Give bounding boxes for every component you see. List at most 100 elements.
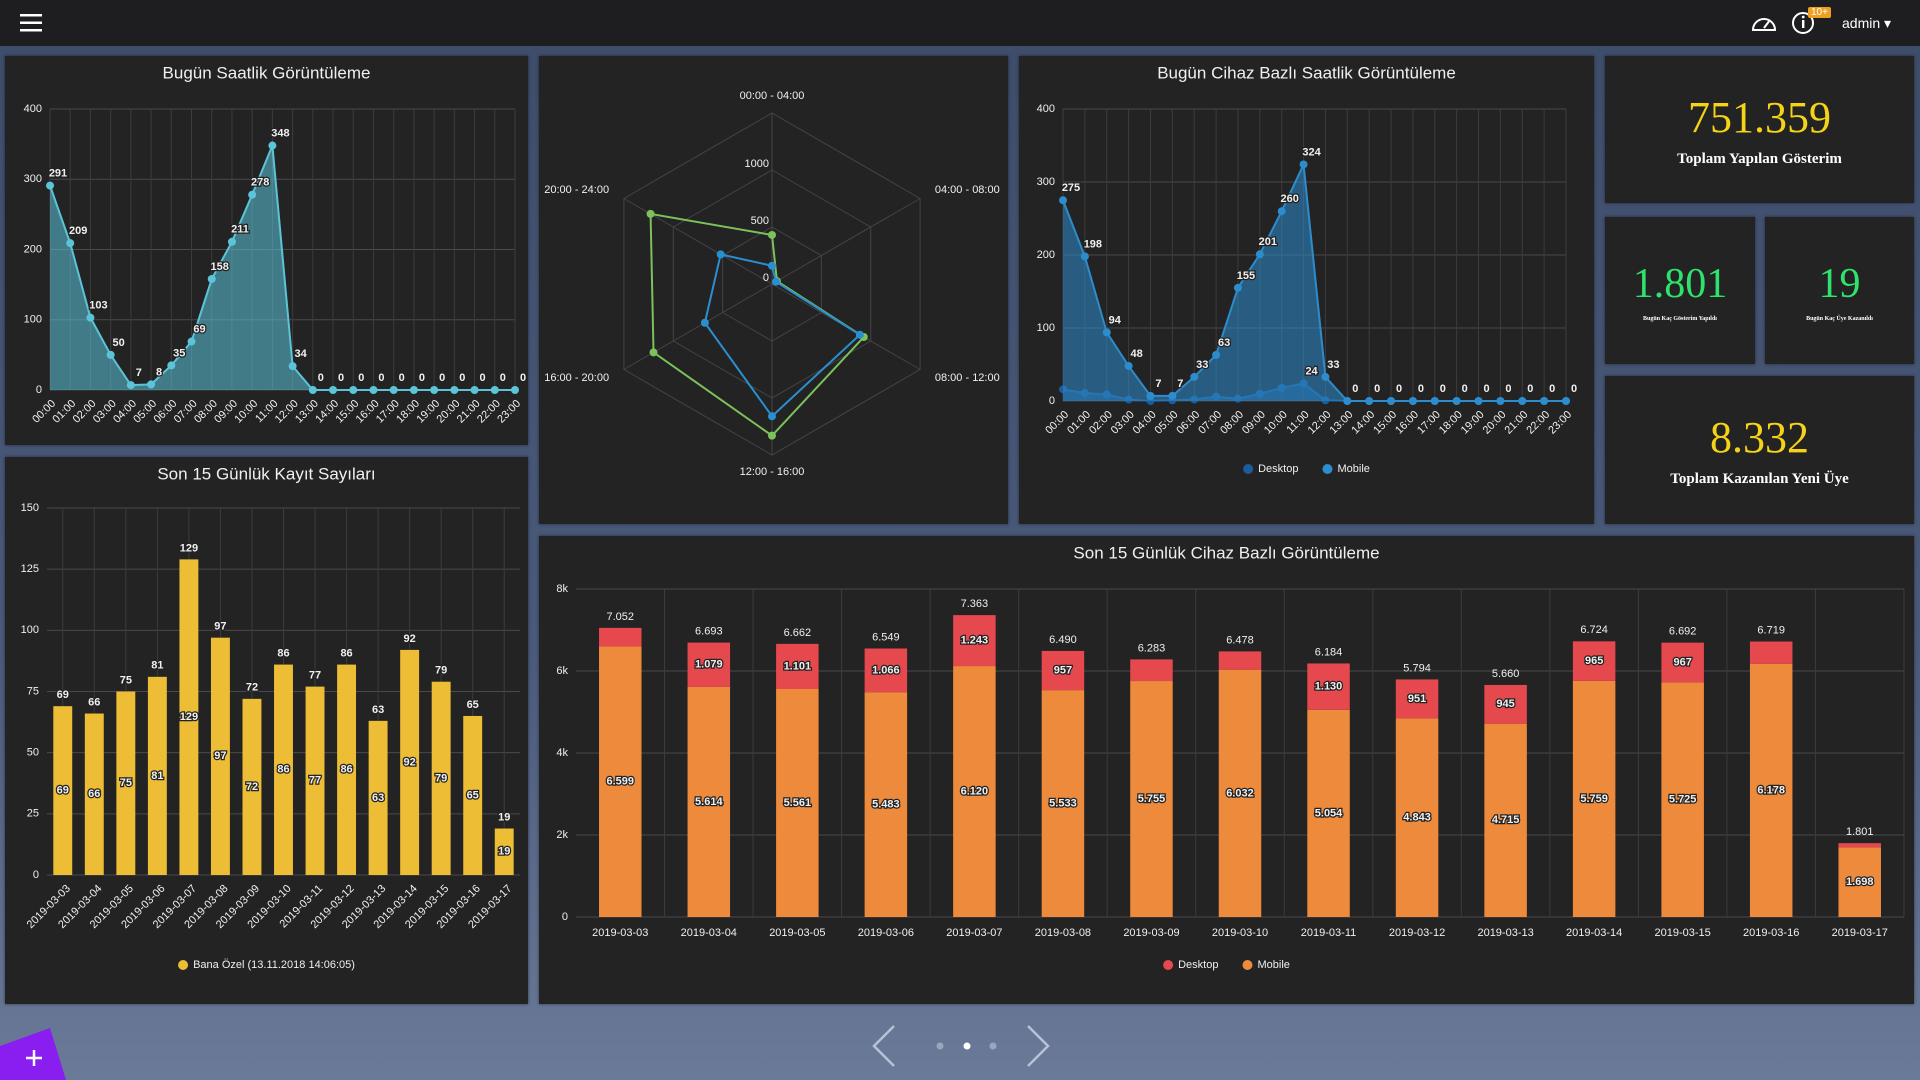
data-label: 63: [372, 704, 384, 716]
data-label: 33: [1196, 359, 1208, 371]
data-label: 0: [419, 372, 425, 384]
data-label: 97: [214, 621, 226, 633]
x-tick-label: 14:00: [1349, 409, 1377, 437]
data-label: 965: [1585, 655, 1603, 667]
pager: [872, 1025, 1050, 1067]
data-label: 75: [120, 674, 132, 686]
data-label: 5.755: [1138, 793, 1166, 805]
x-tick-label: 2019-03-10: [1212, 927, 1268, 939]
x-tick-label: 16:00: [1393, 409, 1421, 437]
top-bar: 10+ admin ▾: [0, 0, 1920, 46]
point: [409, 386, 418, 394]
total-label: 5.660: [1492, 668, 1520, 680]
data-label-inner: 129: [180, 711, 198, 723]
data-label-inner: 77: [309, 775, 321, 787]
y-tick-label: 0: [36, 384, 42, 396]
total-label: 6.283: [1138, 642, 1166, 654]
bar: [210, 637, 230, 875]
data-label: 0: [318, 372, 324, 384]
bar: [494, 828, 514, 875]
prev-arrow[interactable]: [872, 1025, 895, 1067]
point: [649, 348, 658, 357]
total-label: 7.363: [961, 598, 989, 610]
x-tick-label: 00:00: [1043, 409, 1071, 437]
data-label: 957: [1054, 664, 1072, 676]
x-tick-label: 02:00: [1087, 409, 1115, 437]
bar: [463, 715, 483, 875]
point: [490, 386, 499, 394]
data-label: 6.599: [607, 776, 635, 788]
total-label: 6.692: [1669, 626, 1697, 638]
bar-segment: [1484, 684, 1527, 724]
next-arrow[interactable]: [1027, 1025, 1050, 1067]
x-tick-label: 01:00: [1065, 409, 1093, 437]
panel-radar: 00:00 - 04:00 04:00 - 08:00 08:00 - 12:00 1…: [539, 56, 1008, 524]
point: [716, 250, 725, 259]
page-dot-active[interactable]: [963, 1042, 971, 1050]
data-label-inner: 86: [340, 764, 352, 776]
legend: Desktop Mobile: [1243, 463, 1370, 475]
stat-card: 19 Bugün Kaç Üye Kazanıldı: [1765, 217, 1914, 364]
page-dot[interactable]: [936, 1042, 944, 1050]
point: [1474, 397, 1483, 405]
bar: [242, 698, 262, 875]
total-label: 6.184: [1315, 646, 1343, 658]
menu-button[interactable]: [20, 13, 44, 33]
y-tick-label: 2k: [556, 829, 568, 841]
data-label: 86: [340, 647, 352, 659]
point: [308, 386, 317, 394]
point: [1518, 397, 1527, 405]
x-tick-label: 15:00: [1371, 409, 1399, 437]
panel-device-daily: Son 15 Günlük Cihaz Bazlı Görüntüleme 0 2k…: [539, 536, 1914, 1004]
data-label: 278: [251, 177, 269, 189]
y-tick-label: 8k: [556, 583, 568, 595]
add-button[interactable]: [0, 1028, 70, 1080]
stat-card: 751.359 Toplam Yapılan Gösterim: [1605, 56, 1914, 203]
x-tick-label: 07:00: [1196, 409, 1224, 437]
bar-segment: [1041, 650, 1085, 691]
legend-label: Bana Özel (13.11.2018 14:06:05): [193, 959, 355, 971]
bar-segment: [1572, 641, 1616, 681]
bar: [400, 649, 420, 875]
point: [86, 313, 95, 322]
data-label: 5.759: [1580, 793, 1608, 805]
data-label: 0: [480, 372, 486, 384]
page-dot[interactable]: [989, 1042, 997, 1050]
x-tick-label: 2019-03-15: [1655, 927, 1711, 939]
point: [1408, 397, 1417, 405]
dashboard-icon[interactable]: [1750, 11, 1778, 35]
user-name[interactable]: admin: [1842, 15, 1881, 31]
data-label-inner: 92: [404, 756, 416, 768]
data-label: 35: [173, 347, 185, 359]
x-tick-label: 11:00: [1284, 409, 1311, 436]
chart-title: Bugün Cihaz Bazlı Saatlik Görüntüleme: [1157, 63, 1456, 82]
data-label: 0: [1396, 383, 1402, 395]
point: [1146, 391, 1155, 400]
point: [1321, 372, 1330, 381]
user-menu[interactable]: admin ▾: [1842, 15, 1892, 31]
point: [1059, 196, 1067, 205]
data-label: 1.079: [695, 659, 723, 671]
bar-segment: [1307, 709, 1350, 917]
axis-label: 12:00 - 16:00: [740, 466, 805, 478]
chart-title: Son 15 Günlük Kayıt Sayıları: [157, 464, 375, 483]
x-tick-label: 2019-03-08: [1035, 927, 1091, 939]
info-icon[interactable]: [1792, 10, 1818, 36]
point: [771, 277, 780, 286]
axis-label: 08:00 - 12:00: [935, 372, 1000, 384]
point: [268, 141, 277, 150]
spoke: [623, 283, 773, 370]
data-label: 1.066: [872, 664, 900, 676]
data-label: 63: [1218, 337, 1230, 349]
bar: [431, 681, 451, 875]
data-label: 0: [459, 372, 465, 384]
area-fill: [1063, 164, 1566, 401]
x-tick-label: 2019-03-04: [681, 927, 737, 939]
stat-label: Toplam Kazanılan Yeni Üye: [1670, 471, 1849, 487]
legend-marker: [178, 960, 189, 970]
data-label: 0: [1440, 383, 1446, 395]
y-tick-label: 200: [24, 243, 42, 255]
y-tick-label: 100: [24, 314, 42, 326]
x-tick-label: 13:00: [1328, 409, 1356, 437]
bar-segment: [1838, 847, 1881, 917]
